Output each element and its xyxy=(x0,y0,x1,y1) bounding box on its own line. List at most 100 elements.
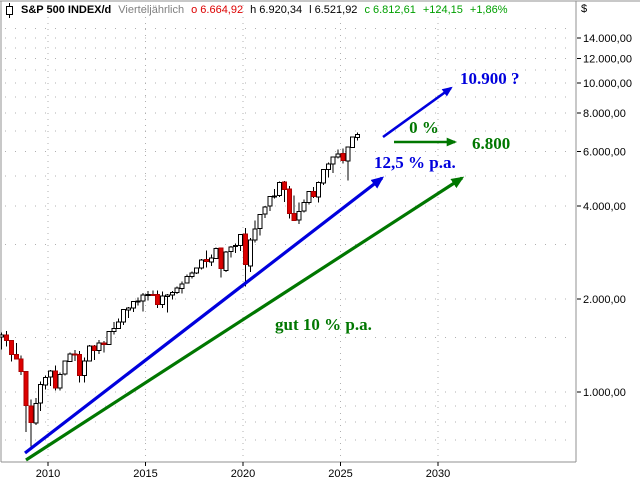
candle-up xyxy=(160,295,166,306)
candle-down xyxy=(4,334,10,341)
candle-up xyxy=(194,267,200,274)
candle-up xyxy=(350,136,356,148)
candle-up xyxy=(111,327,117,333)
candle-down xyxy=(155,294,161,305)
candle-up xyxy=(106,331,112,345)
candle-down xyxy=(91,345,97,352)
candle-up xyxy=(164,294,170,297)
annotations-layer: 12,5 % p.a. gut 10 % p.a. 10.900 ? 0 % 6.800 xyxy=(24,69,520,462)
x-tick-label: 2030 xyxy=(426,468,450,480)
candle-up xyxy=(316,181,322,198)
candle-down xyxy=(286,188,292,214)
candle-up xyxy=(233,245,239,248)
candle-down xyxy=(8,340,14,356)
x-tick-label: 2025 xyxy=(328,468,352,480)
candle-down xyxy=(101,342,107,345)
candle-down xyxy=(340,153,346,162)
candle-up xyxy=(121,309,127,323)
y-tick-label: 14.000,00 xyxy=(583,33,632,45)
candle-down xyxy=(311,191,317,198)
plot-border xyxy=(0,0,640,463)
symbol-title: S&P 500 INDEX/d xyxy=(21,4,112,16)
candle-up xyxy=(140,294,146,302)
timeframe-label: Vierteljährlich xyxy=(118,4,185,16)
candle-up xyxy=(189,272,195,278)
open-value: o 6.664,92 xyxy=(191,4,244,16)
candle-up xyxy=(145,293,151,296)
candle-up xyxy=(62,360,68,375)
candle-up xyxy=(257,213,263,229)
y-tick-label: 1.000,00 xyxy=(583,387,626,399)
close-value: c 6.812,61 xyxy=(364,4,416,16)
candle-up xyxy=(301,201,307,212)
candle-down xyxy=(28,405,34,423)
candle-up xyxy=(67,353,73,362)
candle-up xyxy=(0,334,5,338)
candle-up xyxy=(228,246,234,253)
candle-down xyxy=(18,358,24,372)
candle-up xyxy=(355,134,361,138)
low-value: l 6.521,92 xyxy=(309,4,358,16)
y-tick-label: 6.000,00 xyxy=(583,147,626,159)
candle-down xyxy=(23,371,29,407)
candle-up xyxy=(320,168,326,184)
candle-up xyxy=(57,373,63,389)
candle-up xyxy=(130,301,136,309)
candle-up xyxy=(296,210,302,221)
projection-10900-label: 10.900 ? xyxy=(460,69,520,88)
change-value: +124,15 xyxy=(422,4,463,16)
candle-down xyxy=(13,353,19,360)
y-tick-label: 8.000,00 xyxy=(583,108,626,120)
candle-up xyxy=(135,300,141,303)
high-value: h 6.920,34 xyxy=(250,4,303,16)
candle-down xyxy=(77,354,83,376)
candle-up xyxy=(96,342,102,352)
candle-down xyxy=(291,213,297,222)
candle-up xyxy=(184,276,190,284)
x-tick-label: 2020 xyxy=(231,468,255,480)
candle-up xyxy=(306,191,312,204)
candle-down xyxy=(52,370,58,389)
x-tick-label: 2015 xyxy=(133,468,157,480)
candle-up xyxy=(238,234,244,246)
candle-up xyxy=(47,370,53,378)
candle-up xyxy=(174,287,180,293)
y-tick-label: 4.000,00 xyxy=(583,201,626,213)
candle-up xyxy=(38,384,44,404)
candle-up xyxy=(199,259,205,269)
candle-up xyxy=(247,239,253,267)
candle-up xyxy=(116,321,122,329)
grid-layer xyxy=(5,5,575,461)
candle-down xyxy=(203,259,209,263)
y-tick-label: 12.000,00 xyxy=(583,54,632,66)
candle-up xyxy=(179,283,185,289)
candle-up xyxy=(272,195,278,198)
candlestick-icon xyxy=(5,3,14,18)
target-6800-label: 6.800 xyxy=(472,134,510,153)
candle-up xyxy=(125,307,131,311)
projection-0-percent-label: 0 % xyxy=(409,118,439,137)
candle-up xyxy=(267,195,273,207)
projection-10900-arrow xyxy=(382,86,453,139)
trendline-12-5-percent-label: 12,5 % p.a. xyxy=(374,153,456,172)
candle-up xyxy=(252,228,258,241)
trendline-gut-10-percent-label: gut 10 % p.a. xyxy=(275,315,372,334)
axis-labels: 14.000,00 12.000,00 10.000,00 8.000,00 6.000… xyxy=(36,33,632,480)
candle-up xyxy=(82,360,88,376)
candle-down xyxy=(150,294,156,297)
x-tick-label: 2010 xyxy=(36,468,60,480)
candle-up xyxy=(86,345,92,362)
candle-up xyxy=(208,257,214,263)
candle-up xyxy=(277,181,283,197)
trendline-12-5-percent-arrow xyxy=(24,176,385,455)
trendline-gut-10-percent-arrow xyxy=(25,176,465,462)
candle-down xyxy=(242,233,248,266)
currency-symbol: $ xyxy=(581,3,588,15)
candle-up xyxy=(169,291,175,296)
candle-up xyxy=(335,153,341,158)
candle-up xyxy=(43,376,49,386)
candle-up xyxy=(223,251,229,271)
candle-down xyxy=(281,181,287,190)
